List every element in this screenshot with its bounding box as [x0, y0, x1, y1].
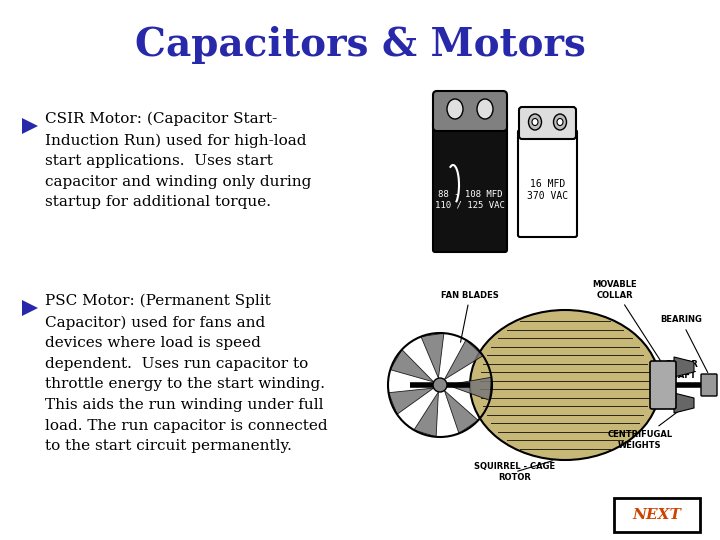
Text: 16 MFD
370 VAC: 16 MFD 370 VAC — [527, 179, 568, 201]
Polygon shape — [444, 390, 478, 434]
FancyBboxPatch shape — [518, 130, 577, 237]
FancyBboxPatch shape — [650, 361, 676, 409]
Text: CENTRIFUGAL
WEIGHTS: CENTRIFUGAL WEIGHTS — [608, 409, 682, 450]
FancyBboxPatch shape — [519, 107, 576, 139]
Text: 88 - 108 MFD
110 / 125 VAC: 88 - 108 MFD 110 / 125 VAC — [435, 190, 505, 210]
Text: CSIR Motor: (Capacitor Start-
Induction Run) used for high-load
start applicatio: CSIR Motor: (Capacitor Start- Induction … — [45, 112, 311, 210]
Text: SQUIRREL - CAGE
ROTOR: SQUIRREL - CAGE ROTOR — [474, 461, 556, 482]
Text: MOVABLE
COLLAR: MOVABLE COLLAR — [593, 280, 660, 361]
Polygon shape — [674, 357, 694, 377]
Text: BEARING: BEARING — [660, 315, 708, 373]
Polygon shape — [390, 349, 433, 382]
FancyBboxPatch shape — [433, 121, 507, 252]
Ellipse shape — [554, 114, 567, 130]
Ellipse shape — [477, 99, 493, 119]
Polygon shape — [389, 388, 433, 414]
Ellipse shape — [433, 378, 447, 392]
Ellipse shape — [532, 118, 538, 125]
Text: FAN BLADES: FAN BLADES — [441, 291, 499, 342]
FancyBboxPatch shape — [433, 91, 507, 131]
Ellipse shape — [470, 310, 660, 460]
Polygon shape — [22, 300, 38, 316]
Text: Capacitors & Motors: Capacitors & Motors — [135, 26, 585, 64]
Ellipse shape — [528, 114, 541, 130]
Polygon shape — [674, 393, 694, 413]
Polygon shape — [444, 340, 483, 380]
Polygon shape — [414, 392, 438, 437]
FancyBboxPatch shape — [701, 374, 717, 396]
Text: ROTOR
SHAFT: ROTOR SHAFT — [665, 360, 705, 385]
Ellipse shape — [557, 118, 563, 125]
Text: PSC Motor: (Permanent Split
Capacitor) used for fans and
devices where load is s: PSC Motor: (Permanent Split Capacitor) u… — [45, 294, 328, 453]
FancyBboxPatch shape — [614, 498, 700, 532]
Polygon shape — [447, 377, 492, 400]
Text: NEXT: NEXT — [633, 508, 681, 522]
Ellipse shape — [447, 99, 463, 119]
Polygon shape — [421, 333, 444, 378]
Polygon shape — [22, 118, 38, 134]
